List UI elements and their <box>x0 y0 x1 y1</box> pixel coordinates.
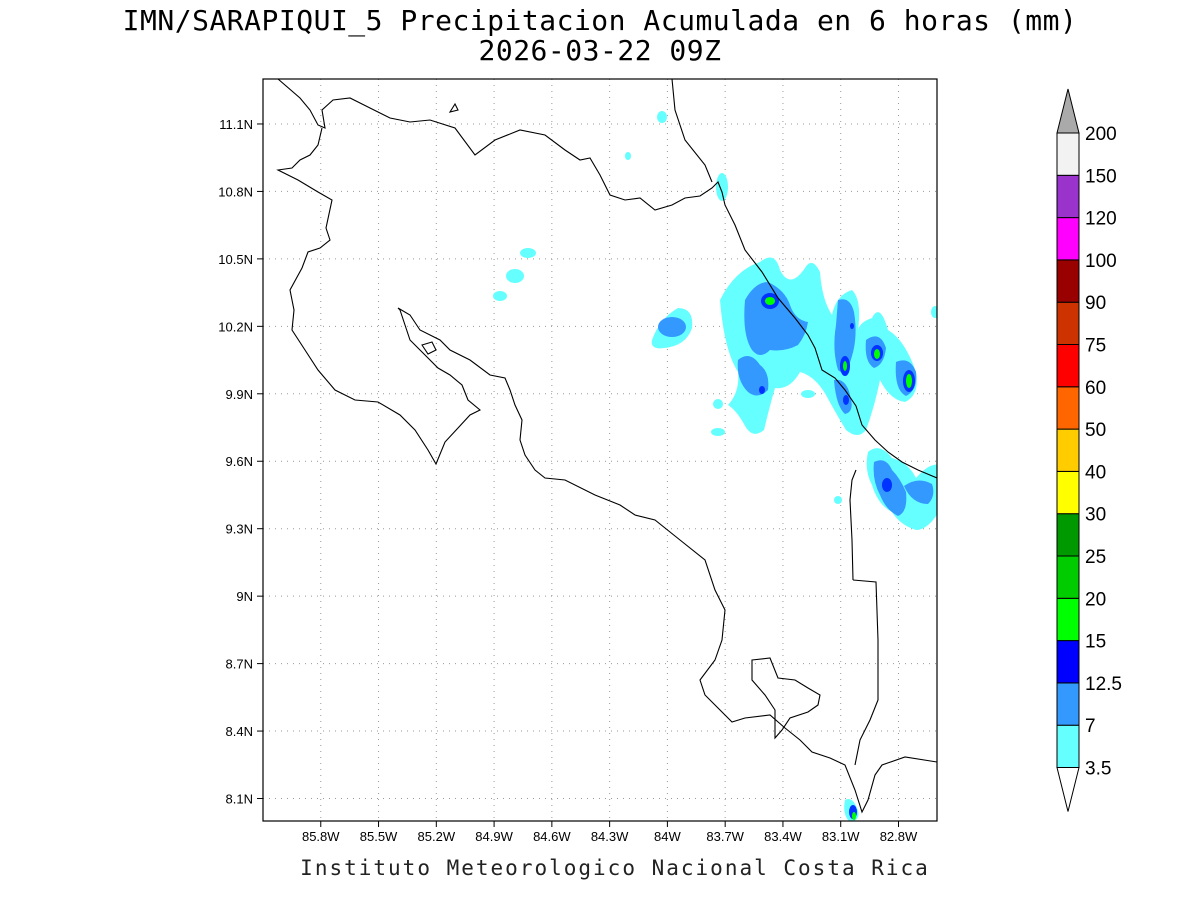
colorbar-over-arrow <box>1056 88 1080 134</box>
colorbar-segment <box>1056 174 1080 219</box>
x-tick-label: 84W <box>654 829 681 844</box>
colorbar-label: 50 <box>1085 420 1106 441</box>
precip-3.5-layer <box>493 111 937 821</box>
colorbar-label: 12.5 <box>1085 674 1122 695</box>
colorbar-label: 90 <box>1085 293 1106 314</box>
y-tick-label: 9N <box>236 589 253 604</box>
y-tick-label: 10.5N <box>218 252 253 267</box>
colorbar-label: 60 <box>1085 378 1106 399</box>
y-tick-label: 11.1N <box>219 117 253 132</box>
y-tick-label: 10.2N <box>218 319 253 334</box>
footer-credit: Instituto Meteorologico Nacional Costa R… <box>300 856 930 880</box>
x-tick-label: 83.7W <box>706 829 744 844</box>
colorbar-segment <box>1056 259 1080 303</box>
colorbar-segment <box>1056 513 1080 557</box>
colorbar-segment <box>1056 301 1080 346</box>
x-tick-label: 83.1W <box>822 829 860 844</box>
colorbar-segment <box>1056 597 1080 642</box>
colorbar-segment <box>1056 470 1080 515</box>
precipitation-field <box>276 79 937 821</box>
y-tick-label: 9.6N <box>226 454 253 469</box>
colorbar-label: 75 <box>1085 336 1106 357</box>
x-tick-label: 85.5W <box>360 829 398 844</box>
colorbar-segment <box>1056 724 1080 769</box>
precip-7-layer <box>658 282 934 516</box>
y-tick-label: 8.4N <box>226 724 253 739</box>
precip-15-layer <box>765 297 912 820</box>
colorbar-segment <box>1056 682 1080 726</box>
x-tick-label: 83.4W <box>764 829 802 844</box>
y-tick-label: 8.7N <box>226 657 253 672</box>
y-tick-label: 8.1N <box>226 792 253 807</box>
x-tick-label: 84.6W <box>533 829 571 844</box>
colorbar-label: 100 <box>1085 251 1117 272</box>
colorbar-segment <box>1056 344 1080 388</box>
colorbar: 3.5 7 12.5 15 20 25 30 40 50 60 75 90 100 120 150 200 <box>1056 88 1122 812</box>
x-tick-label: 84.9W <box>475 829 513 844</box>
x-tick-label: 85.8W <box>302 829 340 844</box>
colorbar-label: 30 <box>1085 505 1106 526</box>
x-tick-label: 82.8W <box>880 829 918 844</box>
colorbar-label: 20 <box>1085 589 1106 610</box>
colorbar-label: 200 <box>1085 124 1117 145</box>
coastlines <box>276 79 937 814</box>
map-grid <box>263 79 937 821</box>
axis-ticks: 85.8W 85.5W 85.2W 84.9W 84.6W 84.3W 84W 83.7W 83… <box>218 117 918 844</box>
map-frame <box>262 78 938 822</box>
colorbar-label: 7 <box>1085 716 1096 737</box>
y-tick-label: 10.8N <box>218 184 253 199</box>
x-tick-label: 85.2W <box>418 829 456 844</box>
y-tick-label: 9.9N <box>226 387 253 402</box>
chart-title: IMN/SARAPIQUI_5 Precipitacion Acumulada … <box>122 4 1078 37</box>
colorbar-label: 120 <box>1085 209 1117 230</box>
colorbar-label: 25 <box>1085 547 1106 568</box>
colorbar-segment <box>1056 386 1080 430</box>
colorbar-under-arrow <box>1056 767 1080 812</box>
colorbar-segment <box>1056 555 1080 599</box>
chart-subtitle-datetime: 2026-03-22 09Z <box>478 34 722 67</box>
colorbar-segment <box>1056 132 1080 176</box>
colorbar-segment <box>1056 640 1080 684</box>
x-tick-label: 84.3W <box>591 829 629 844</box>
colorbar-label: 15 <box>1085 632 1106 653</box>
colorbar-label: 3.5 <box>1085 759 1111 780</box>
colorbar-segment <box>1056 428 1080 472</box>
colorbar-label: 40 <box>1085 462 1106 483</box>
y-tick-label: 9.3N <box>226 522 253 537</box>
colorbar-label: 150 <box>1085 166 1117 187</box>
colorbar-segment <box>1056 217 1080 261</box>
